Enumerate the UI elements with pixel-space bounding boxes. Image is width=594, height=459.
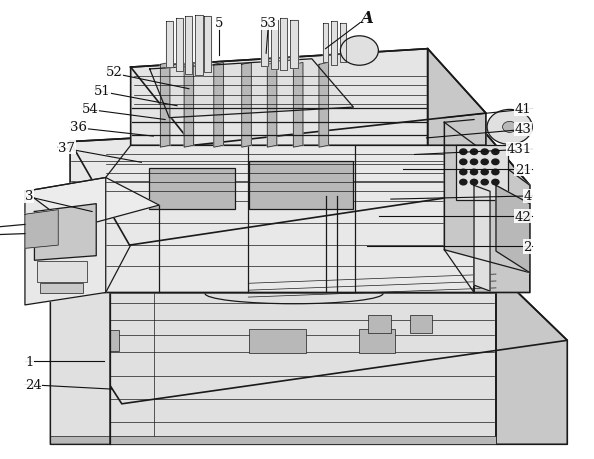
Bar: [37, 262, 87, 282]
Bar: [40, 284, 83, 294]
Circle shape: [470, 160, 478, 165]
Polygon shape: [70, 120, 474, 293]
Text: 51: 51: [94, 84, 110, 97]
Text: 41: 41: [515, 103, 532, 116]
Bar: [410, 316, 432, 333]
Bar: [249, 162, 353, 210]
Polygon shape: [214, 63, 223, 148]
Bar: [50, 436, 496, 444]
Text: 4: 4: [523, 190, 532, 203]
Polygon shape: [131, 50, 486, 146]
Circle shape: [460, 150, 467, 155]
Circle shape: [481, 180, 488, 185]
Polygon shape: [50, 272, 567, 404]
Text: 43: 43: [515, 123, 532, 136]
Polygon shape: [267, 63, 277, 148]
Text: 431: 431: [506, 143, 532, 156]
Bar: [456, 146, 508, 200]
Text: 54: 54: [82, 103, 99, 116]
Circle shape: [481, 170, 488, 175]
Polygon shape: [176, 19, 183, 72]
Polygon shape: [474, 186, 490, 291]
Polygon shape: [323, 24, 328, 63]
Polygon shape: [160, 63, 170, 148]
Circle shape: [470, 150, 478, 155]
Polygon shape: [131, 50, 428, 146]
Polygon shape: [25, 178, 159, 229]
Circle shape: [503, 122, 517, 133]
Circle shape: [492, 170, 499, 175]
Circle shape: [460, 170, 467, 175]
Polygon shape: [444, 123, 530, 273]
Polygon shape: [150, 60, 353, 118]
Polygon shape: [319, 63, 328, 148]
Polygon shape: [242, 63, 251, 148]
Text: 53: 53: [260, 17, 277, 30]
Text: 36: 36: [70, 121, 87, 134]
Text: A: A: [361, 10, 374, 27]
Text: 3: 3: [25, 190, 33, 203]
Polygon shape: [261, 23, 268, 67]
Circle shape: [492, 180, 499, 185]
Text: 1: 1: [25, 355, 33, 368]
Polygon shape: [293, 63, 303, 148]
Polygon shape: [25, 210, 58, 249]
Polygon shape: [195, 16, 203, 76]
Polygon shape: [474, 120, 530, 293]
Circle shape: [492, 160, 499, 165]
Polygon shape: [166, 22, 173, 68]
Circle shape: [340, 37, 378, 66]
Polygon shape: [428, 50, 486, 146]
Bar: [368, 316, 391, 333]
Polygon shape: [50, 285, 110, 444]
Bar: [249, 330, 306, 353]
Polygon shape: [340, 24, 346, 63]
Polygon shape: [290, 21, 298, 69]
Polygon shape: [34, 204, 96, 261]
Circle shape: [487, 110, 532, 145]
Text: 5: 5: [214, 17, 223, 30]
Polygon shape: [496, 272, 567, 444]
Circle shape: [470, 170, 478, 175]
Polygon shape: [204, 17, 211, 73]
Bar: [359, 330, 395, 353]
Circle shape: [481, 160, 488, 165]
Polygon shape: [331, 22, 337, 66]
Text: 24: 24: [25, 378, 42, 391]
Polygon shape: [184, 63, 194, 148]
Bar: [148, 169, 235, 209]
Text: 21: 21: [515, 163, 532, 176]
Text: 37: 37: [58, 141, 75, 154]
Circle shape: [460, 180, 467, 185]
Polygon shape: [185, 17, 192, 75]
Polygon shape: [25, 178, 106, 305]
Circle shape: [460, 160, 467, 165]
Polygon shape: [280, 19, 287, 71]
Text: 42: 42: [515, 210, 532, 223]
Circle shape: [492, 150, 499, 155]
Text: 2: 2: [523, 241, 532, 253]
Circle shape: [470, 180, 478, 185]
Text: 52: 52: [106, 66, 122, 79]
Circle shape: [481, 150, 488, 155]
Polygon shape: [70, 120, 530, 246]
Polygon shape: [50, 272, 496, 444]
Polygon shape: [271, 21, 278, 70]
Bar: [80, 330, 119, 351]
Polygon shape: [496, 186, 530, 273]
